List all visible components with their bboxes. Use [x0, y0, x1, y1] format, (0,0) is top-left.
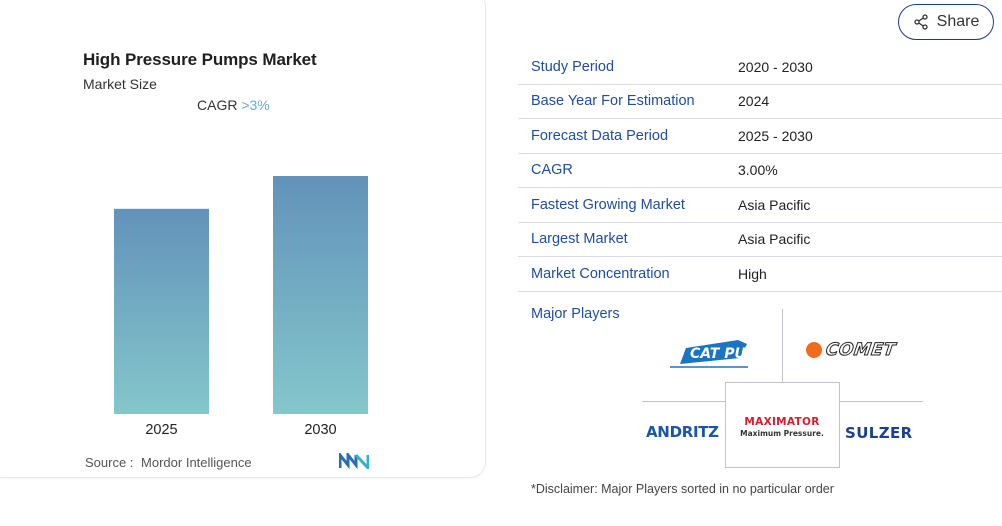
- info-row-fastest-growing: Fastest Growing Market Asia Pacific: [518, 188, 1002, 223]
- info-row-largest-market: Largest Market Asia Pacific: [518, 223, 1002, 257]
- source-value: Mordor Intelligence: [141, 455, 252, 470]
- info-key: Largest Market: [531, 231, 628, 248]
- info-row-study-period: Study Period 2020 - 2030: [518, 50, 1002, 85]
- mordor-intelligence-logo-icon: [339, 453, 369, 469]
- comet-logo[interactable]: COMET: [806, 340, 897, 361]
- share-label: Share: [936, 13, 980, 30]
- info-row-forecast-period: Forecast Data Period 2025 - 2030: [518, 119, 1002, 154]
- source-label: Source :: [85, 455, 134, 470]
- info-row-base-year: Base Year For Estimation 2024: [518, 85, 1002, 119]
- andritz-logo[interactable]: ANDRITZ: [646, 423, 719, 441]
- market-size-bar-chart: 2025 2030: [114, 176, 368, 438]
- cagr-indicator: CAGR >3%: [197, 97, 270, 113]
- info-row-concentration: Market Concentration High: [518, 257, 1002, 292]
- info-key: Fastest Growing Market: [531, 196, 685, 213]
- info-key: Forecast Data Period: [531, 127, 669, 144]
- cat-pumps-logo[interactable]: CAT PUMPS: [668, 336, 750, 370]
- disclaimer: *Disclaimer: Major Players sorted in no …: [531, 482, 834, 496]
- grid-divider: [840, 401, 923, 402]
- info-value: 2024: [738, 93, 770, 110]
- major-players-label: Major Players: [531, 306, 620, 322]
- cat-pumps-text: CAT PUMPS: [690, 346, 750, 362]
- info-value: 2025 - 2030: [738, 127, 813, 144]
- chart-title: High Pressure Pumps Market: [83, 50, 317, 69]
- info-value: 2020 - 2030: [738, 58, 813, 75]
- market-info-table: Study Period 2020 - 2030 Base Year For E…: [518, 50, 1002, 292]
- cagr-label: CAGR: [197, 97, 238, 113]
- maximator-text: MAXIMATOR: [744, 416, 820, 428]
- bar-2030: [273, 176, 368, 414]
- player-highlight-box: [725, 382, 840, 468]
- chart-source: Source : Mordor Intelligence: [85, 455, 252, 470]
- x-tick-label: 2030: [304, 422, 336, 438]
- comet-text: COMET: [824, 340, 897, 361]
- maximator-tagline: Maximum Pressure.: [740, 429, 824, 438]
- maximator-logo[interactable]: MAXIMATOR Maximum Pressure.: [736, 416, 828, 438]
- info-row-cagr: CAGR 3.00%: [518, 154, 1002, 188]
- comet-dot-icon: [806, 342, 822, 358]
- info-key: Base Year For Estimation: [531, 93, 695, 110]
- bar-2025: [114, 208, 209, 414]
- cagr-value: >3%: [241, 97, 270, 113]
- chart-subtitle: Market Size: [83, 76, 157, 92]
- x-tick-label: 2025: [145, 422, 177, 438]
- share-button[interactable]: Share: [898, 4, 994, 40]
- sulzer-logo[interactable]: SULZER: [845, 424, 913, 442]
- info-key: Study Period: [531, 58, 615, 75]
- info-value: Asia Pacific: [738, 196, 811, 213]
- info-value: High: [738, 265, 767, 282]
- share-icon: [913, 14, 928, 30]
- info-value: 3.00%: [738, 162, 778, 179]
- market-size-card: [0, 0, 486, 478]
- info-key: CAGR: [531, 162, 573, 179]
- info-key: Market Concentration: [531, 265, 670, 282]
- grid-divider: [642, 401, 725, 402]
- grid-divider: [782, 309, 783, 382]
- info-value: Asia Pacific: [738, 231, 811, 248]
